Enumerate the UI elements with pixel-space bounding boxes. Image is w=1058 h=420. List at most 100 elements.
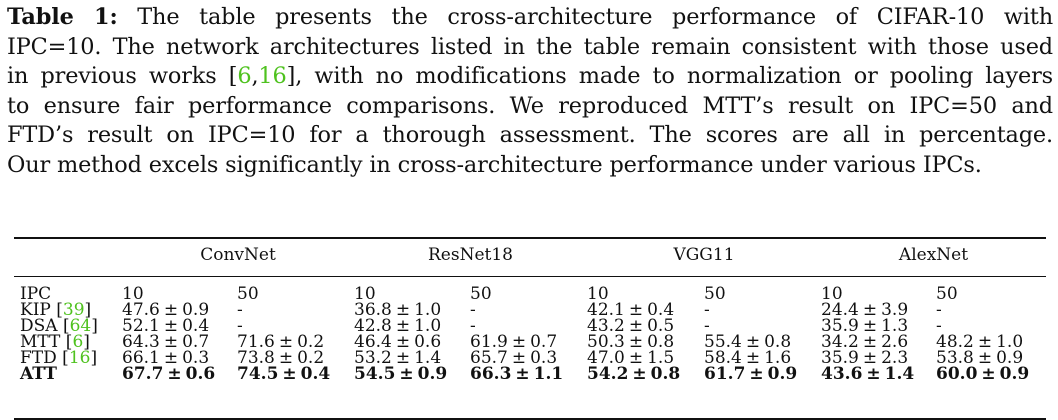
score-cell: 61.7 ±0.9 — [704, 364, 797, 384]
score-cell: 66.3 ±1.1 — [470, 364, 563, 384]
plus-minus: ± — [515, 364, 530, 384]
plus-minus: ± — [163, 300, 179, 320]
ipc-row: IPC 10 50 10 50 10 50 10 50 — [14, 284, 1046, 304]
score-std: 1.6 — [764, 348, 792, 368]
score-cell: 50.3 ±0.8 — [587, 332, 674, 352]
score-cell: 42.8 ±1.0 — [354, 316, 441, 336]
method-name: KIP [39] — [20, 300, 92, 320]
plus-minus: ± — [511, 348, 527, 368]
score-cell: - — [704, 316, 710, 336]
score-mean: 53.2 — [354, 348, 392, 368]
plus-minus: ± — [628, 300, 644, 320]
method-label: FTD — [20, 348, 57, 368]
score-std: 0.4 — [647, 300, 675, 320]
plus-minus: ± — [628, 348, 644, 368]
plus-minus: ± — [511, 332, 527, 352]
citation-link[interactable]: 64 — [69, 316, 92, 336]
score-cell: 36.8 ±1.0 — [354, 300, 441, 320]
score-std: 1.0 — [996, 332, 1024, 352]
method-label: ATT — [20, 364, 57, 384]
score-mean: 54.5 — [354, 364, 396, 384]
score-cell: 53.2 ±1.4 — [354, 348, 441, 368]
score-cell: 43.2 ±0.5 — [587, 316, 674, 336]
score-mean: 66.1 — [122, 348, 160, 368]
score-cell: 54.2 ±0.8 — [587, 364, 680, 384]
score-std: 0.2 — [297, 332, 325, 352]
ipc-value: 10 — [821, 284, 843, 304]
score-std: 0.8 — [647, 332, 675, 352]
table-row: FTD [16] 66.1 ±0.3 73.8 ±0.2 53.2 ±1.4 65.7 ±0.3… — [14, 348, 1046, 368]
score-std: 0.9 — [417, 364, 448, 384]
score-std: 1.3 — [881, 316, 909, 336]
table-bottom-rule — [14, 418, 1046, 420]
citation-link[interactable]: 6 — [237, 63, 252, 90]
method-name: FTD [16] — [20, 348, 98, 368]
table-row: KIP [39] 47.6 ±0.9-36.8 ±1.0-42.1 ±0.4-24.4 ±… — [14, 300, 1046, 320]
score-std: 0.9 — [182, 300, 210, 320]
score-mean: 67.7 — [122, 364, 164, 384]
score-cell: 60.0 ±0.9 — [936, 364, 1029, 384]
score-std: 3.9 — [881, 300, 909, 320]
score-cell: 73.8 ±0.2 — [237, 348, 324, 368]
caption-line-2: IPC=10. The network architectures listed… — [7, 33, 1053, 60]
plus-minus: ± — [745, 348, 761, 368]
score-cell: 64.3 ±0.7 — [122, 332, 209, 352]
score-std: 0.9 — [996, 348, 1024, 368]
score-std: 1.4 — [414, 348, 442, 368]
plus-minus: ± — [163, 316, 179, 336]
citation-link[interactable]: 16 — [68, 348, 91, 368]
column-group-resnet18: ResNet18 — [428, 245, 513, 265]
plus-minus: ± — [977, 348, 993, 368]
score-cell: 47.6 ±0.9 — [122, 300, 209, 320]
ipc-value: 50 — [470, 284, 492, 304]
score-cell: 67.7 ±0.6 — [122, 364, 215, 384]
plus-minus: ± — [399, 364, 414, 384]
score-std: 1.0 — [414, 300, 442, 320]
score-std: 0.7 — [530, 332, 558, 352]
ipc-value: 10 — [122, 284, 144, 304]
score-cell: 55.4 ±0.8 — [704, 332, 791, 352]
score-cell: 58.4 ±1.6 — [704, 348, 791, 368]
score-std: 1.4 — [884, 364, 915, 384]
score-cell: 52.1 ±0.4 — [122, 316, 209, 336]
plus-minus: ± — [395, 332, 411, 352]
score-cell: 54.5 ±0.9 — [354, 364, 447, 384]
plus-minus: ± — [862, 348, 878, 368]
method-label: MTT — [20, 332, 61, 352]
plus-minus: ± — [866, 364, 881, 384]
score-mean: 43.2 — [587, 316, 625, 336]
method-label: DSA — [20, 316, 58, 336]
score-std: 0.5 — [647, 316, 675, 336]
score-cell: 35.9 ±1.3 — [821, 316, 908, 336]
score-std: 0.3 — [530, 348, 558, 368]
citation-link[interactable]: 16 — [258, 63, 287, 90]
score-mean: 73.8 — [237, 348, 275, 368]
score-mean: 58.4 — [704, 348, 742, 368]
plus-minus: ± — [282, 364, 297, 384]
method-name: MTT [6] — [20, 332, 90, 352]
score-cell: - — [470, 316, 476, 336]
table-header-rule — [14, 276, 1046, 277]
citation-link[interactable]: 39 — [62, 300, 85, 320]
score-mean: 43.6 — [821, 364, 863, 384]
score-cell: - — [704, 300, 710, 320]
score-cell: 46.4 ±0.6 — [354, 332, 441, 352]
score-cell: 48.2 ±1.0 — [936, 332, 1023, 352]
citation-link[interactable]: 6 — [72, 332, 84, 352]
plus-minus: ± — [628, 332, 644, 352]
score-mean: 36.8 — [354, 300, 392, 320]
score-std: 0.3 — [182, 348, 210, 368]
table-row: MTT [6] 64.3 ±0.7 71.6 ±0.2 46.4 ±0.6 61.9 ±0.7 5… — [14, 332, 1046, 352]
caption-line-1: Table 1: The table presents the cross-ar… — [7, 4, 1054, 30]
score-cell: 24.4 ±3.9 — [821, 300, 908, 320]
ipc-value: 50 — [936, 284, 958, 304]
plus-minus: ± — [163, 348, 179, 368]
score-cell: 47.0 ±1.5 — [587, 348, 674, 368]
caption-line-3: in previous works [6,16], with no modifi… — [7, 63, 1053, 90]
score-cell: 61.9 ±0.7 — [470, 332, 557, 352]
score-cell: 34.2 ±2.6 — [821, 332, 908, 352]
score-cell: 74.5 ±0.4 — [237, 364, 330, 384]
score-cell: - — [237, 316, 243, 336]
score-cell: 66.1 ±0.3 — [122, 348, 209, 368]
score-std: 0.6 — [414, 332, 442, 352]
